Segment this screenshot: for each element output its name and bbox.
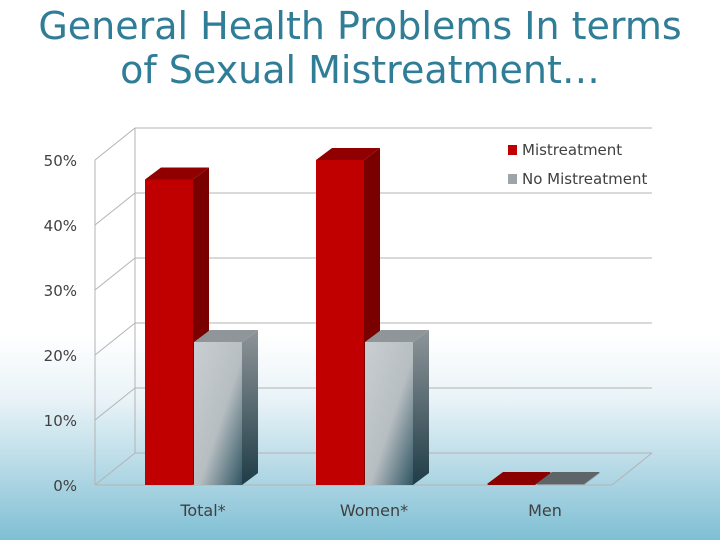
- y-tick-label: 20%: [44, 347, 77, 365]
- title-line-2: of Sexual Mistreatment…: [120, 48, 600, 92]
- gridline-diagonal: [94, 257, 136, 291]
- bar-top: [365, 330, 429, 342]
- y-tick-label: 10%: [44, 412, 77, 430]
- bar-front: [194, 342, 242, 485]
- legend-swatch: [508, 174, 517, 184]
- y-tick-label: 50%: [44, 152, 77, 170]
- chart-legend: Mistreatment No Mistreatment: [508, 141, 647, 188]
- y-tick-label: 0%: [53, 477, 77, 495]
- chart-labels: 0% 10% 20% 30% 40% 50% Total* Women* Men: [44, 152, 562, 520]
- title-line-1: General Health Problems In terms: [38, 4, 682, 48]
- slide-title: General Health Problems In terms of Sexu…: [0, 4, 720, 92]
- gridline-diagonal: [94, 192, 136, 226]
- bar-front: [365, 342, 413, 485]
- bar-side: [413, 330, 429, 485]
- gridline-diagonal: [94, 127, 136, 161]
- bar-top-flat: [487, 472, 551, 484]
- bar-front: [316, 160, 364, 485]
- x-tick-label: Men: [528, 501, 562, 520]
- chart-bars: [145, 148, 600, 485]
- gridline-diagonal: [94, 387, 136, 421]
- bar-side: [242, 330, 258, 485]
- legend-swatch: [508, 145, 517, 155]
- legend-label: Mistreatment: [522, 141, 622, 159]
- floor-right-edge: [611, 452, 653, 486]
- gridline-diagonal: [94, 322, 136, 356]
- bar-top: [145, 167, 209, 180]
- gridline-diagonal: [94, 452, 136, 486]
- bar-top: [194, 330, 258, 342]
- legend-label: No Mistreatment: [522, 170, 647, 188]
- y-tick-label: 30%: [44, 282, 77, 300]
- y-tick-label: 40%: [44, 217, 77, 235]
- bar-top-flat: [536, 472, 600, 484]
- bar-front: [145, 179, 193, 485]
- x-tick-label: Women*: [340, 501, 408, 520]
- x-tick-label: Total*: [179, 501, 225, 520]
- bar-top: [316, 148, 380, 160]
